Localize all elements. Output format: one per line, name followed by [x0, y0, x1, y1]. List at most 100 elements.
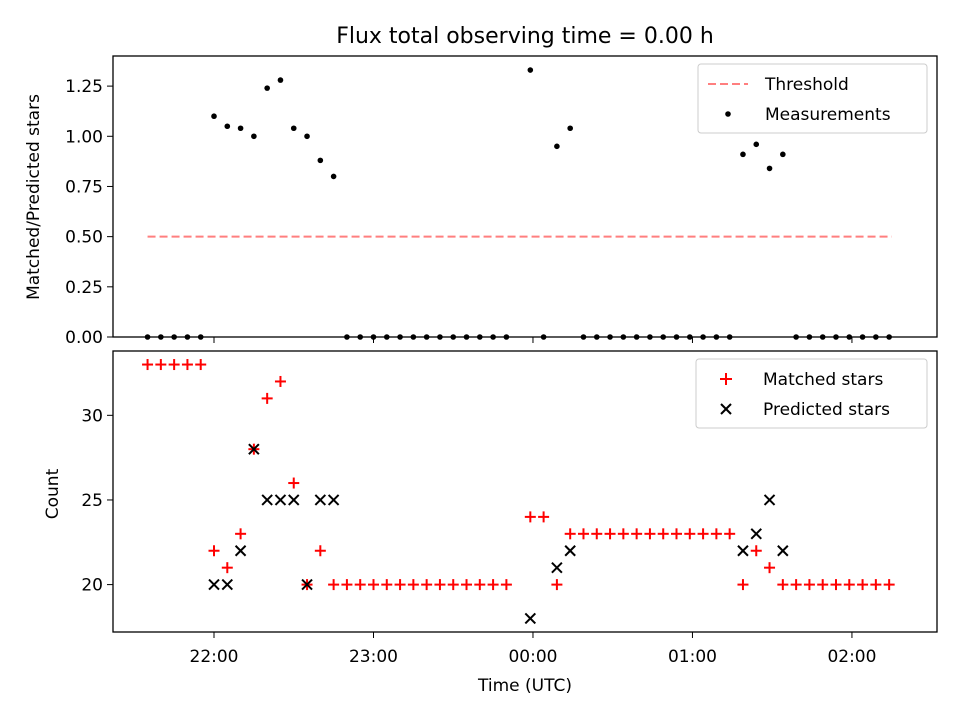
bottom-axes-frame — [112, 350, 938, 633]
matched-star-point — [737, 579, 749, 591]
bottom-y-axis-label: Count — [43, 468, 63, 519]
x-tick-label: 22:00 — [190, 647, 239, 667]
bottom-x-ticks: 22:00 23:00 00:00 01:00 02:00 — [190, 632, 876, 667]
matched-star-point — [617, 528, 629, 540]
bottom-marks — [142, 359, 895, 625]
top-y-axis-label: Matched/Predicted stars — [24, 94, 44, 300]
predicted-star-point — [737, 545, 749, 557]
matched-star-point — [564, 528, 576, 540]
measurement-point — [264, 85, 270, 91]
matched-star-point — [500, 579, 512, 591]
matched-star-point — [684, 528, 696, 540]
matched-star-point — [274, 375, 286, 387]
x-tick-label: 23:00 — [349, 647, 398, 667]
bottom-y-tick-label: 20 — [81, 576, 103, 596]
bottom-panel: 20 25 30 22:00 23:00 00:00 01:00 02:00 Count T… — [43, 350, 938, 696]
matched-star-point — [843, 579, 855, 591]
predicted-star-point — [208, 578, 220, 591]
top-panel: Flux total observing time = 0.00 h 0.00 0… — [24, 24, 938, 348]
matched-star-point — [381, 579, 393, 591]
matched-star-point — [195, 359, 207, 371]
matched-star-point — [577, 528, 589, 540]
matched-star-point — [421, 579, 433, 591]
measurement-point — [527, 67, 534, 73]
measurement-point — [554, 143, 560, 150]
measurement-point — [290, 125, 297, 132]
matched-star-point — [644, 528, 656, 540]
predicted-star-point — [763, 494, 776, 506]
predicted-star-point — [288, 494, 300, 506]
matched-star-point — [870, 579, 882, 591]
matched-star-point — [524, 511, 536, 523]
matched-star-point — [208, 545, 220, 557]
matched-star-point — [803, 579, 815, 591]
matched-star-point — [474, 579, 486, 591]
predicted-star-point — [750, 528, 762, 540]
matched-star-point — [857, 579, 869, 591]
top-y-tick-label: 0.75 — [65, 177, 103, 197]
threshold-legend-label: Threshold — [764, 75, 849, 95]
matched-star-point — [724, 528, 736, 540]
matched-star-point — [367, 579, 379, 591]
predicted-legend-swatch — [720, 403, 732, 415]
x-axis-label: Time (UTC) — [477, 676, 572, 696]
chart-title: Flux total observing time = 0.00 h — [336, 24, 714, 49]
matched-star-point — [447, 579, 459, 591]
matched-star-point — [168, 359, 180, 371]
matched-star-point — [461, 579, 473, 591]
top-legend: Threshold Measurements — [697, 63, 928, 134]
top-legend-frame — [697, 63, 928, 134]
predicted-star-point — [234, 545, 247, 557]
bottom-legend-frame — [695, 358, 928, 429]
bottom-y-tick-label: 25 — [81, 491, 103, 511]
matched-star-point — [341, 579, 353, 591]
matched-star-point — [181, 359, 193, 371]
predicted-star-point — [551, 561, 563, 574]
matched-star-point — [777, 579, 789, 591]
matched-legend-swatch — [720, 373, 732, 385]
top-x-ticks — [213, 337, 853, 343]
measurement-point — [753, 141, 760, 148]
measurement-point — [224, 123, 231, 130]
matched-star-point — [710, 528, 722, 540]
predicted-star-point — [274, 494, 287, 506]
matched-star-point — [354, 579, 366, 591]
matched-star-point — [328, 579, 340, 591]
matched-star-point — [790, 579, 802, 591]
predicted-star-point — [248, 443, 260, 455]
top-y-tick-label: 0.00 — [65, 328, 103, 348]
predicted-star-point — [524, 612, 537, 625]
matched-star-point — [750, 545, 762, 557]
top-y-tick-label: 1.25 — [65, 77, 103, 97]
bottom-legend: Matched stars Predicted stars — [695, 358, 928, 429]
measurement-point — [251, 133, 257, 140]
measurement-point — [304, 133, 310, 140]
matched-star-point — [235, 528, 247, 540]
matched-star-point — [142, 359, 154, 371]
measurement-point — [211, 113, 217, 120]
matched-star-point — [671, 528, 683, 540]
top-y-tick-label: 0.25 — [65, 278, 103, 298]
x-tick-label: 02:00 — [827, 647, 876, 667]
matched-star-point — [407, 579, 419, 591]
measurement-point — [780, 151, 786, 158]
matched-star-point — [551, 579, 563, 591]
measurement-point — [330, 173, 337, 180]
predicted-star-point — [301, 578, 313, 591]
measurements-legend-swatch — [725, 111, 731, 117]
top-y-tick-label: 0.50 — [65, 228, 103, 248]
matched-star-point — [221, 562, 233, 574]
matched-star-point — [657, 528, 669, 540]
predicted-star-point — [221, 578, 234, 591]
measurement-point — [740, 151, 746, 158]
measurement-point — [317, 157, 324, 164]
predicted-star-point — [564, 545, 576, 557]
matched-star-point — [817, 579, 829, 591]
predicted-legend-label: Predicted stars — [763, 400, 890, 420]
measurement-point — [237, 125, 244, 132]
matched-star-point — [394, 579, 406, 591]
matched-star-point — [883, 579, 895, 591]
predicted-star-point — [777, 545, 789, 557]
top-y-ticks: 0.00 0.25 0.50 0.75 1.00 1.25 — [65, 77, 113, 348]
